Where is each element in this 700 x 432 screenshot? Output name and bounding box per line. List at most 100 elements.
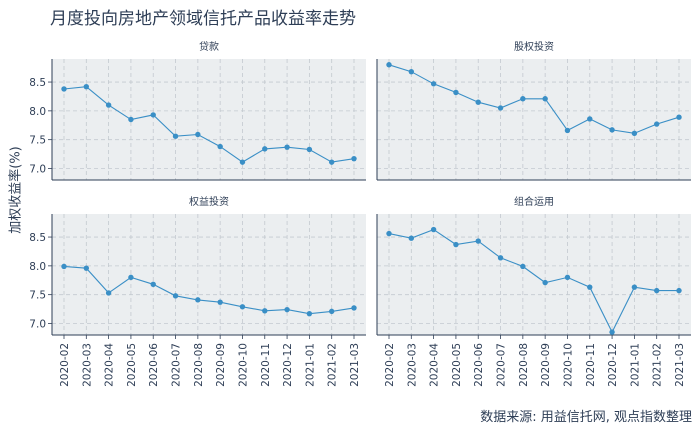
data-point <box>351 305 357 311</box>
y-tick-label: 7.0 <box>29 163 46 175</box>
x-tick-label: 2020-04 <box>429 343 441 387</box>
data-point <box>306 310 313 317</box>
panel-background <box>52 59 366 180</box>
data-point <box>217 143 223 150</box>
data-point <box>105 102 112 108</box>
series-line <box>388 228 679 334</box>
data-point <box>328 308 335 315</box>
data-point <box>150 281 156 287</box>
data-point <box>497 255 504 261</box>
facet-strip <box>377 191 691 214</box>
data-point <box>587 116 593 122</box>
x-tick-label: 2020-11 <box>585 343 597 387</box>
x-tick-label: 2020-07 <box>496 343 508 387</box>
x-tick-label: 2020-10 <box>562 343 574 387</box>
facet-strip <box>377 36 691 59</box>
data-point <box>475 99 481 105</box>
data-point <box>61 86 67 92</box>
facet-strip <box>52 191 366 214</box>
data-point <box>587 284 593 290</box>
y-tick-label: 7.5 <box>29 135 46 147</box>
facet-label: 权益投资 <box>189 195 229 208</box>
x-tick-label: 2020-09 <box>215 343 227 387</box>
x-tick-label: 2020-09 <box>540 343 552 387</box>
data-point <box>475 238 481 244</box>
x-tick-label: 2021-01 <box>304 343 316 387</box>
data-point <box>150 112 156 118</box>
data-point <box>542 279 548 286</box>
data-point <box>542 96 548 102</box>
x-tick-label: 2020-04 <box>104 343 116 387</box>
data-point <box>239 159 246 165</box>
x-tick-label: 2020-06 <box>148 343 160 387</box>
series-line <box>63 265 355 315</box>
x-tick-label: 2020-05 <box>451 343 463 387</box>
series-line <box>388 64 680 134</box>
data-point <box>564 127 571 134</box>
x-tick-label: 2020-02 <box>59 343 71 387</box>
data-point <box>609 329 615 335</box>
x-tick-label: 2021-03 <box>349 343 361 387</box>
x-tick-label: 2021-02 <box>327 343 339 387</box>
data-point <box>262 308 268 314</box>
x-tick-label: 2020-03 <box>406 343 418 387</box>
data-point <box>83 83 90 90</box>
data-point <box>105 290 112 296</box>
data-point <box>217 299 223 305</box>
y-tick-label: 8.0 <box>29 261 46 273</box>
data-point <box>564 274 571 281</box>
data-point <box>430 81 437 87</box>
data-point <box>676 287 682 294</box>
data-point <box>653 287 660 294</box>
data-point <box>631 284 638 290</box>
facet-strip <box>52 36 366 59</box>
y-tick-label: 7.5 <box>29 290 46 302</box>
facet-label: 贷款 <box>199 40 219 53</box>
data-point <box>386 230 392 237</box>
data-point <box>520 96 526 102</box>
data-point <box>497 105 504 111</box>
x-tick-label: 2020-10 <box>237 343 249 387</box>
x-tick-label: 2020-05 <box>126 343 138 387</box>
data-point <box>453 241 459 248</box>
data-point <box>239 304 246 310</box>
data-point <box>430 226 437 233</box>
panel-background <box>377 59 691 180</box>
y-tick-label: 8.5 <box>29 232 46 244</box>
data-point <box>172 293 179 299</box>
data-point <box>284 306 290 313</box>
data-point <box>195 297 201 303</box>
data-point <box>83 265 90 271</box>
data-point <box>631 130 638 137</box>
y-tick-label: 8.0 <box>29 106 46 118</box>
data-point <box>128 116 134 123</box>
data-point <box>408 68 415 75</box>
y-tick-label: 8.5 <box>29 77 46 89</box>
data-point <box>676 114 682 120</box>
facet-label: 股权投资 <box>514 40 554 53</box>
chart-title: 月度投向房地产领域信托产品收益率走势 <box>50 9 356 29</box>
x-tick-label: 2020-02 <box>384 343 396 387</box>
source-note: 数据来源: 用益信托网, 观点指数整理 <box>480 410 692 425</box>
data-point <box>306 146 313 153</box>
x-tick-label: 2020-07 <box>171 343 183 387</box>
data-point <box>195 131 201 138</box>
data-point <box>351 155 357 162</box>
facet-label: 组合运用 <box>514 195 554 208</box>
x-tick-label: 2020-03 <box>81 343 93 387</box>
x-tick-label: 2020-06 <box>473 343 485 387</box>
data-point <box>453 89 459 96</box>
data-point <box>520 263 526 270</box>
data-point <box>172 133 179 139</box>
data-point <box>408 235 415 241</box>
data-point <box>61 263 67 270</box>
data-point <box>653 121 660 127</box>
series-line <box>63 86 355 163</box>
data-point <box>262 146 268 152</box>
x-tick-label: 2020-12 <box>282 343 294 387</box>
x-tick-label: 2020-08 <box>193 343 205 387</box>
x-tick-label: 2020-11 <box>260 343 272 387</box>
x-tick-label: 2020-08 <box>518 343 530 387</box>
data-point <box>386 62 392 68</box>
